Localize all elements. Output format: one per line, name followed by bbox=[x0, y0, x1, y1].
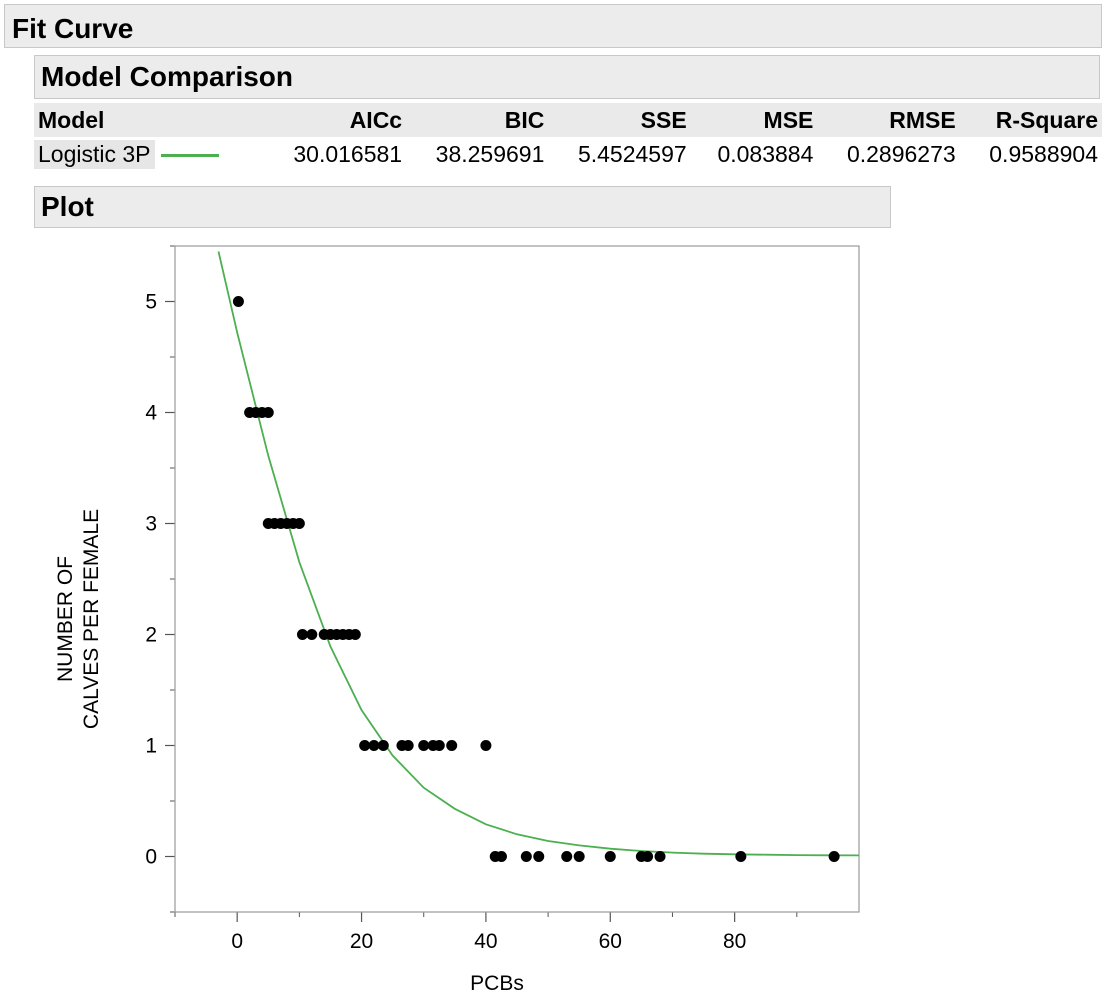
data-point[interactable] bbox=[433, 740, 445, 751]
rmse-value: 0.2896273 bbox=[846, 140, 956, 167]
data-point[interactable] bbox=[828, 851, 840, 862]
data-point[interactable] bbox=[368, 740, 380, 751]
data-point[interactable] bbox=[533, 851, 545, 862]
model-comparison-header[interactable]: Model Comparison bbox=[34, 55, 1100, 99]
x-axis-title: PCBs bbox=[470, 972, 524, 995]
fit-line-legend-swatch bbox=[160, 153, 219, 157]
data-point[interactable] bbox=[604, 851, 616, 862]
column-header-mse[interactable]: MSE bbox=[690, 103, 818, 137]
model-name: Logistic 3P bbox=[34, 139, 155, 169]
data-point[interactable] bbox=[377, 740, 389, 751]
data-point[interactable] bbox=[495, 851, 507, 862]
data-point[interactable] bbox=[306, 629, 318, 640]
sse-value: 5.4524597 bbox=[577, 140, 687, 167]
data-point[interactable] bbox=[262, 407, 274, 418]
data-point[interactable] bbox=[642, 851, 654, 862]
mse-value: 0.083884 bbox=[717, 140, 814, 167]
aicc-value: 30.016581 bbox=[293, 140, 403, 167]
data-point[interactable] bbox=[402, 740, 414, 751]
data-point[interactable] bbox=[654, 851, 666, 862]
x-tick-label: 0 bbox=[231, 930, 243, 953]
y-tick-label: 0 bbox=[145, 846, 157, 869]
data-point[interactable] bbox=[296, 629, 308, 640]
x-tick-label: 80 bbox=[723, 930, 746, 953]
model-comparison-title: Model Comparison bbox=[41, 61, 294, 92]
column-header-bic[interactable]: BIC bbox=[406, 103, 549, 137]
fit-curve-line[interactable] bbox=[217, 251, 860, 857]
fit-curve-title: Fit Curve bbox=[12, 13, 134, 44]
plot-header[interactable]: Plot bbox=[34, 186, 891, 228]
model-comparison-table: Model AICc BIC SSE MSE RMSE R-Square Log… bbox=[34, 103, 1102, 171]
column-header-model[interactable]: Model bbox=[34, 103, 264, 137]
column-header-aicc[interactable]: AICc bbox=[263, 103, 407, 137]
column-header-sse[interactable]: SSE bbox=[548, 103, 691, 137]
plot-title: Plot bbox=[41, 191, 94, 222]
data-point[interactable] bbox=[573, 851, 585, 862]
y-axis-title-line-2: CALVES PER FEMALE bbox=[80, 509, 103, 729]
axes: 0 1 2 3 4 5 0 20 40 60 80 bbox=[145, 245, 798, 953]
plot-frame[interactable] bbox=[174, 245, 860, 913]
data-point[interactable] bbox=[232, 296, 244, 307]
y-axis-title-line-1: NUMBER OF bbox=[54, 556, 77, 682]
y-tick-label: 5 bbox=[145, 291, 157, 314]
y-tick-label: 1 bbox=[145, 735, 157, 758]
data-point[interactable] bbox=[349, 629, 361, 640]
column-header-r-square[interactable]: R-Square bbox=[959, 103, 1102, 137]
y-tick-label: 2 bbox=[145, 624, 157, 647]
data-point[interactable] bbox=[418, 740, 430, 751]
x-tick-label: 20 bbox=[350, 930, 373, 953]
x-tick-label: 60 bbox=[599, 930, 622, 953]
y-tick-label: 4 bbox=[145, 402, 157, 425]
plot-content bbox=[217, 251, 860, 862]
data-point[interactable] bbox=[293, 518, 305, 529]
data-point[interactable] bbox=[561, 851, 573, 862]
x-tick-label: 40 bbox=[474, 930, 497, 953]
table-header-row: Model AICc BIC SSE MSE RMSE R-Square bbox=[34, 103, 1102, 137]
table-row[interactable]: Logistic 3P 30.016581 38.259691 5.452459… bbox=[34, 137, 1102, 171]
y-tick-label: 3 bbox=[145, 513, 157, 536]
column-header-rmse[interactable]: RMSE bbox=[817, 103, 960, 137]
data-point[interactable] bbox=[480, 740, 492, 751]
fit-curve-header[interactable]: Fit Curve bbox=[4, 4, 1102, 48]
data-point[interactable] bbox=[520, 851, 532, 862]
data-point[interactable] bbox=[735, 851, 747, 862]
bic-value: 38.259691 bbox=[435, 140, 545, 167]
r-square-value: 0.9588904 bbox=[989, 140, 1098, 167]
y-axis-title: NUMBER OF CALVES PER FEMALE bbox=[54, 509, 103, 729]
data-point[interactable] bbox=[359, 740, 371, 751]
model-cell[interactable]: Logistic 3P bbox=[34, 137, 264, 171]
data-point[interactable] bbox=[446, 740, 458, 751]
